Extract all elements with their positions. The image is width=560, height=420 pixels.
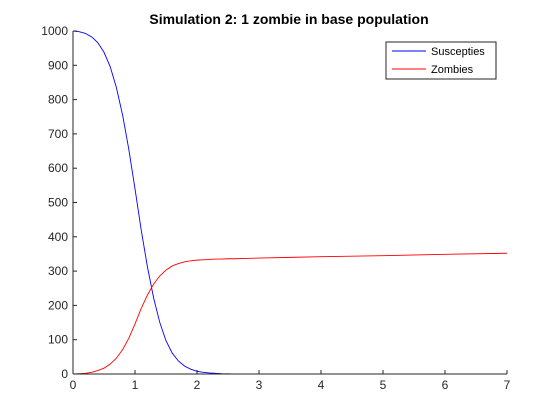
y-tick-label: 300 xyxy=(48,264,68,278)
y-tick-label: 400 xyxy=(48,230,68,244)
y-tick-label: 1000 xyxy=(41,24,68,38)
y-tick-label: 600 xyxy=(48,161,68,175)
y-tick-label: 200 xyxy=(48,298,68,312)
y-tick-label: 800 xyxy=(48,93,68,107)
x-tick-label: 7 xyxy=(504,378,511,392)
y-tick-label: 0 xyxy=(61,367,68,381)
legend-label-suscepties: Suscepties xyxy=(431,46,485,58)
x-tick-label: 0 xyxy=(70,378,77,392)
x-tick-label: 4 xyxy=(318,378,325,392)
axes-layer: 0 1 2 3 4 5 6 7 0 100 200 300 400 500 600 700 800 900 1000 xyxy=(41,24,510,392)
legend-box xyxy=(385,41,497,80)
series-line-zombies xyxy=(72,252,508,375)
y-tick-label: 100 xyxy=(48,333,68,347)
x-tick-label: 5 xyxy=(380,378,387,392)
x-tick-label: 2 xyxy=(194,378,201,392)
x-tick-label: 1 xyxy=(132,378,139,392)
x-tick-label: 3 xyxy=(256,378,263,392)
legend: Suscepties Zombies xyxy=(385,41,497,80)
plot-area xyxy=(73,31,507,374)
legend-label-zombies: Zombies xyxy=(431,64,474,76)
chart-title: Simulation 2: 1 zombie in base populatio… xyxy=(149,11,428,27)
y-tick-label: 500 xyxy=(48,196,68,210)
y-tick-label: 700 xyxy=(48,127,68,141)
y-tick-label: 900 xyxy=(48,58,68,72)
x-tick-label: 6 xyxy=(442,378,449,392)
